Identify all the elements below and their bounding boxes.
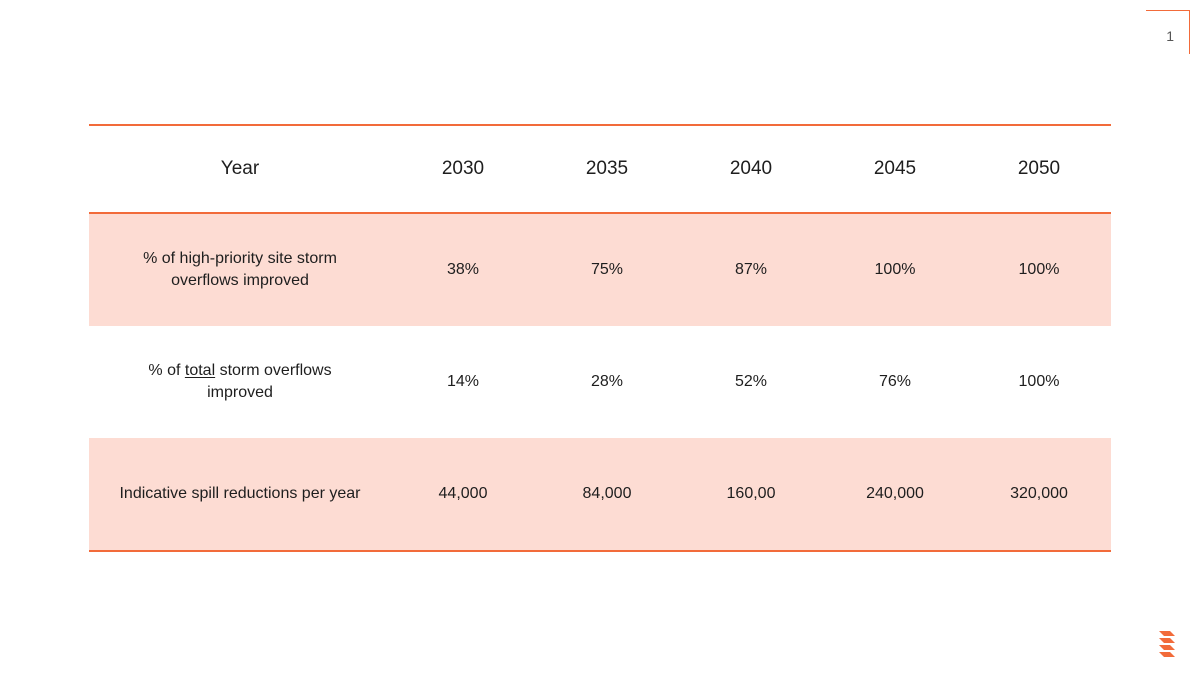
row-label: % of total storm overflows improved: [89, 326, 391, 438]
table-row: % of high-priority site storm overflows …: [89, 213, 1111, 326]
table-cell: 240,000: [823, 438, 967, 551]
table-cell: 320,000: [967, 438, 1111, 551]
table-cell: 160,00: [679, 438, 823, 551]
corner-bracket: [1146, 10, 1190, 54]
header-cell-2045: 2045: [873, 158, 917, 179]
row-label-text: % of high-priority site storm overflows …: [143, 250, 337, 289]
table-cell: 87%: [679, 213, 823, 326]
row-label: Indicative spill reductions per year: [89, 438, 391, 551]
table-cell: 75%: [535, 213, 679, 326]
table-cell: 52%: [734, 373, 768, 390]
table-row: % of total storm overflows improved 14% …: [89, 326, 1111, 438]
header-row: Year 2030 2035 2040 2045 2050: [89, 125, 1111, 213]
header-cell-2035: 2035: [585, 158, 629, 179]
row-label-text: Indicative spill reductions per year: [119, 485, 361, 502]
brand-logo-icon: [1159, 631, 1175, 657]
table-cell: 100%: [1018, 373, 1060, 390]
table-cell: 100%: [823, 213, 967, 326]
table-cell: 38%: [391, 213, 535, 326]
table-cell: 84,000: [535, 438, 679, 551]
header-cell-2050: 2050: [1017, 158, 1061, 179]
table-cell: 76%: [878, 373, 912, 390]
table-row: Indicative spill reductions per year 44,…: [89, 438, 1111, 551]
row-label-text: storm overflows improved: [207, 362, 332, 401]
header-cell-year: Year: [220, 158, 260, 179]
page-number: 1: [1166, 28, 1174, 44]
table-cell: 100%: [967, 213, 1111, 326]
row-label: % of high-priority site storm overflows …: [89, 213, 391, 326]
table-cell: 14%: [446, 373, 480, 390]
header-cell-2040: 2040: [729, 158, 773, 179]
storm-overflow-table: Year 2030 2035 2040 2045 2050 % of high-…: [89, 124, 1111, 552]
table-cell: 44,000: [391, 438, 535, 551]
table-cell: 28%: [590, 373, 624, 390]
header-cell-2030: 2030: [441, 158, 485, 179]
row-label-text: % of: [148, 362, 185, 379]
row-label-emphasis: total: [184, 362, 216, 379]
